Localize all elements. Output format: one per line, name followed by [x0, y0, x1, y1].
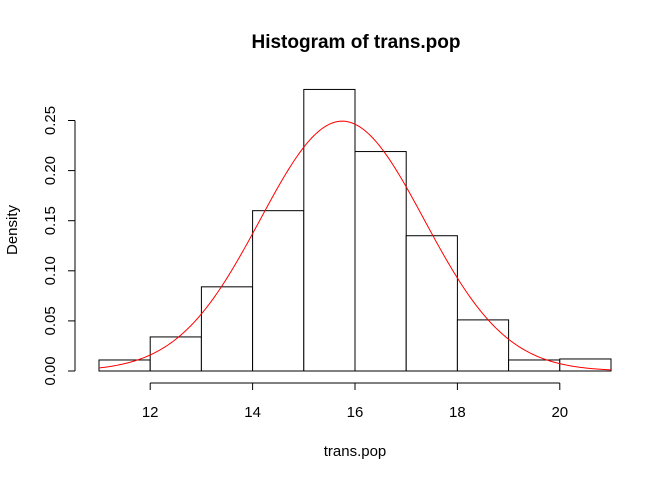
- y-tick-label: 0.05: [42, 306, 59, 335]
- x-tick-label: 12: [142, 404, 159, 421]
- histogram-bar: [200, 286, 254, 372]
- histogram-bar: [559, 358, 612, 372]
- histogram-bar: [98, 359, 151, 372]
- histogram-bar: [456, 319, 510, 372]
- chart-title: Histogram of trans.pop: [251, 32, 460, 53]
- x-axis-label: trans.pop: [324, 443, 387, 460]
- histogram-bar: [354, 151, 407, 372]
- y-axis: 0.00 0.05 0.10 0.15 0.20 0.25: [42, 106, 76, 386]
- x-tick-label: 18: [449, 404, 466, 421]
- y-axis-label: Density: [4, 204, 21, 255]
- y-tick-label: 0.00: [42, 356, 59, 385]
- y-tick-label: 0.15: [42, 206, 59, 235]
- histogram-bar: [252, 210, 305, 372]
- histogram-bar: [149, 336, 202, 372]
- histogram-bar: [303, 88, 356, 372]
- histogram-bar: [405, 235, 458, 372]
- y-tick-label: 0.10: [42, 256, 59, 285]
- x-axis: 12 14 16 18 20: [142, 382, 568, 421]
- y-tick-label: 0.25: [42, 106, 59, 135]
- y-tick-label: 0.20: [42, 156, 59, 185]
- x-tick-label: 14: [244, 404, 261, 421]
- histogram-bars: [98, 88, 612, 372]
- density-curve: [98, 120, 612, 371]
- x-tick-label: 16: [347, 404, 364, 421]
- x-tick-label: 20: [551, 404, 568, 421]
